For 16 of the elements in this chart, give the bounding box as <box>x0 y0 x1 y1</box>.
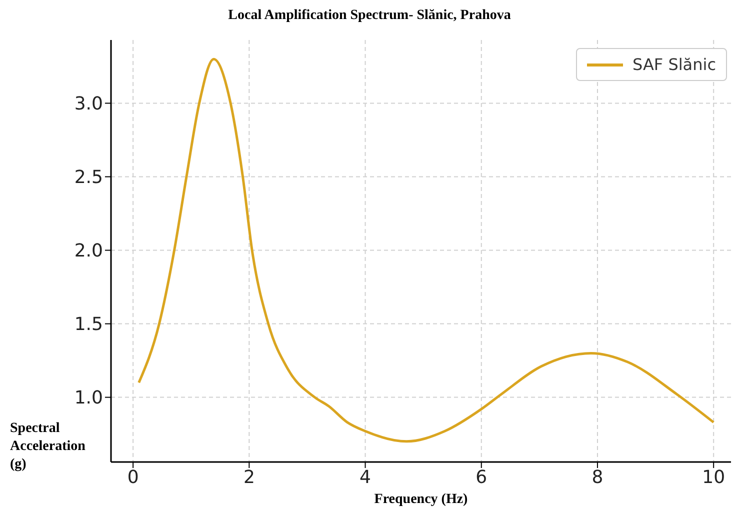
chart-title: Local Amplification Spectrum- Slănic, Prahova <box>227 8 512 24</box>
x-tick-label: 4 <box>360 466 371 488</box>
y-tick-label: 1.5 <box>74 314 103 336</box>
x-axis-title: Frequency (Hz) <box>374 492 468 507</box>
y-tick-label: 1.0 <box>74 388 103 409</box>
x-tick-label: 10 <box>702 466 726 488</box>
y-tick-label: 2.5 <box>74 167 103 188</box>
legend-label: SAF Slănic <box>632 55 716 74</box>
y-tick-label: 2.0 <box>74 240 103 262</box>
x-tick-label: 2 <box>243 466 255 488</box>
x-tick-label: 6 <box>476 466 488 488</box>
y-tick-label: 3.0 <box>74 94 103 115</box>
x-tick-label: 0 <box>127 466 139 488</box>
x-tick-label: 8 <box>592 466 604 488</box>
line-series <box>138 58 715 443</box>
y-axis-title: Spectral Acceleration (g) <box>10 420 86 474</box>
